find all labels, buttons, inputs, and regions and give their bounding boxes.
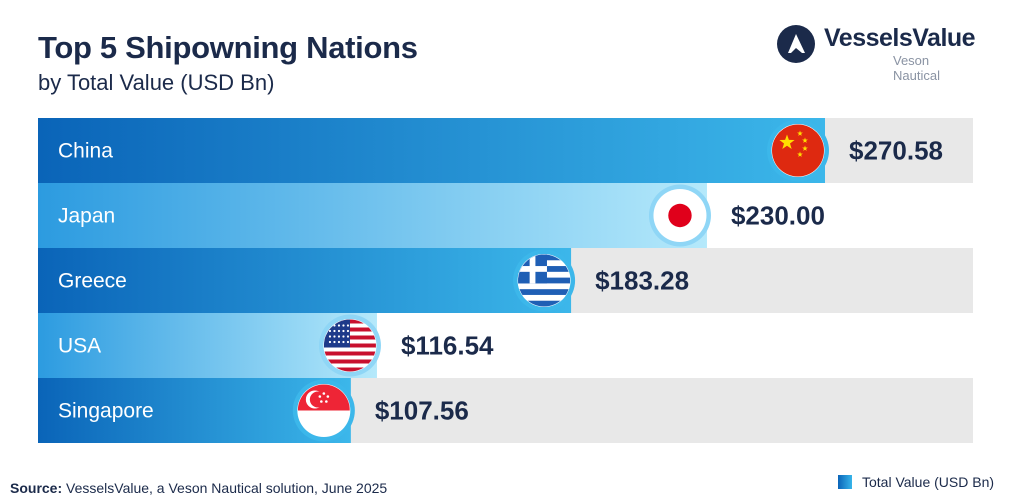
bar [38, 248, 572, 313]
value-label: $230.00 [731, 201, 825, 231]
category-label: USA [58, 335, 101, 358]
value-label: $183.28 [595, 266, 689, 296]
singapore-flag-icon [297, 384, 350, 437]
source-text: VesselsValue, a Veson Nautical solution,… [66, 480, 388, 496]
logo-tagline: Veson Nautical [893, 53, 940, 83]
china-flag-icon [772, 124, 824, 177]
category-label: China [58, 140, 113, 163]
bar-row: China $270.58 [38, 118, 973, 183]
japan-flag-icon [653, 189, 706, 242]
legend-label: Total Value (USD Bn) [862, 474, 995, 490]
chart-title: Top 5 Shipowning Nations [38, 30, 418, 65]
bar-row: Greece $183.28 [38, 248, 973, 313]
value-label: $107.56 [375, 396, 469, 426]
source-label: Source: [10, 480, 63, 496]
category-label: Greece [58, 270, 127, 293]
legend-swatch [838, 475, 852, 489]
usa-flag-icon [323, 319, 376, 372]
bar [38, 183, 707, 248]
category-label: Singapore [58, 400, 154, 423]
brand-logo: VesselsValue Veson Nautical [776, 20, 976, 83]
bar-row: Singapore $107.56 [38, 378, 973, 443]
bar-row: USA $116.54 [38, 313, 494, 378]
value-label: $270.58 [849, 136, 943, 166]
bar-row: Japan $230.00 [38, 183, 825, 248]
vessels-value-logo-icon [777, 25, 815, 63]
logo-brand-text: VesselsValue [824, 24, 976, 52]
chart-subtitle: by Total Value (USD Bn) [38, 70, 275, 95]
bar [38, 118, 825, 183]
legend: Total Value (USD Bn) [838, 474, 994, 490]
value-label: $116.54 [401, 331, 494, 361]
category-label: Japan [58, 205, 115, 228]
source-note: Source: VesselsValue, a Veson Nautical s… [10, 480, 387, 496]
